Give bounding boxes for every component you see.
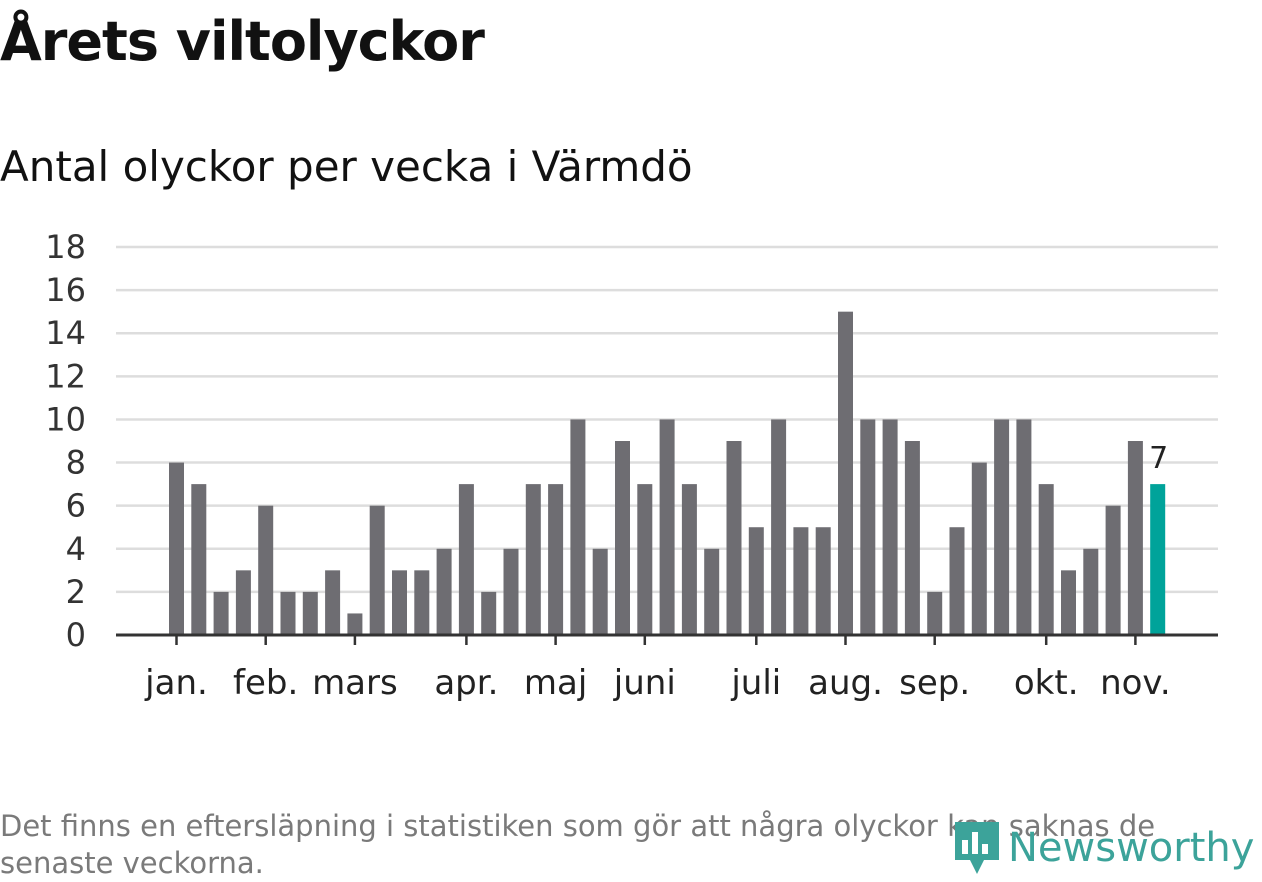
chart-subtitle: Antal olyckor per vecka i Värmdö <box>0 142 693 191</box>
bars: 7 <box>169 311 1168 635</box>
chart-title: Årets viltolyckor <box>0 10 485 73</box>
x-tick-label: apr. <box>434 663 498 703</box>
y-tick-label: 4 <box>66 530 86 568</box>
y-tick-label: 0 <box>66 616 86 654</box>
bar <box>302 591 318 635</box>
bar <box>169 462 184 635</box>
bar <box>1105 505 1121 635</box>
bar <box>860 419 876 635</box>
x-tick-label: juli <box>730 663 781 703</box>
bar <box>971 462 987 635</box>
bar <box>280 591 296 635</box>
bar <box>838 311 853 635</box>
bar-highlight <box>1150 484 1166 635</box>
bar <box>615 441 630 635</box>
bar <box>503 548 519 635</box>
bar <box>525 484 541 635</box>
bar <box>815 527 831 635</box>
x-tick-label: nov. <box>1100 663 1171 703</box>
bar <box>191 484 207 635</box>
bar <box>369 505 385 635</box>
logo-text: Newsworthy <box>1008 825 1255 871</box>
bar <box>1083 548 1099 635</box>
x-tick-label: okt. <box>1014 663 1079 703</box>
y-tick-label: 2 <box>66 573 86 611</box>
x-tick-label: sep. <box>899 663 970 703</box>
y-tick-label: 8 <box>66 444 86 482</box>
bar <box>904 441 920 635</box>
bar <box>570 419 586 635</box>
x-axis-ticks: jan. feb. mars apr. maj juni juli aug. sep. okt. n… <box>144 635 1171 703</box>
bar <box>548 484 564 635</box>
x-tick-label: feb. <box>233 663 298 703</box>
bar <box>1127 441 1143 635</box>
bar <box>235 570 251 635</box>
x-tick-label: juni <box>613 663 676 703</box>
bar <box>1038 484 1054 635</box>
y-tick-label: 16 <box>45 271 86 309</box>
newsworthy-logo: Newsworthy <box>952 818 1254 878</box>
bar <box>436 548 452 635</box>
bar <box>414 570 430 635</box>
bar <box>748 527 764 635</box>
bar <box>659 419 675 635</box>
x-tick-label: aug. <box>808 663 883 703</box>
newsworthy-chart-pin-icon <box>955 822 999 874</box>
bar <box>592 548 608 635</box>
bar <box>481 591 497 635</box>
bar <box>1016 419 1032 635</box>
bar <box>392 570 407 635</box>
bar <box>793 527 809 635</box>
x-tick-label: mars <box>312 663 398 703</box>
bar <box>771 419 787 635</box>
y-tick-label: 10 <box>45 400 86 438</box>
y-tick-label: 14 <box>45 314 86 352</box>
y-axis-ticks: 0 2 4 6 8 10 12 14 16 18 <box>45 228 86 654</box>
y-tick-label: 12 <box>45 357 86 395</box>
bar <box>258 505 274 635</box>
bar <box>325 570 341 635</box>
bar <box>927 591 943 635</box>
bar-value-label: 7 <box>1149 441 1168 476</box>
x-tick-label: jan. <box>144 663 208 703</box>
bar <box>458 484 474 635</box>
bar <box>704 548 720 635</box>
x-tick-label: maj <box>524 663 587 703</box>
bar <box>994 419 1010 635</box>
bar <box>213 591 229 635</box>
bar <box>882 419 898 635</box>
bar <box>681 484 697 635</box>
bar <box>637 484 653 635</box>
bar <box>949 527 965 635</box>
bar <box>347 613 363 635</box>
y-tick-label: 18 <box>45 228 86 266</box>
y-tick-label: 6 <box>66 487 86 525</box>
bar <box>1061 570 1076 635</box>
bar <box>726 441 742 635</box>
